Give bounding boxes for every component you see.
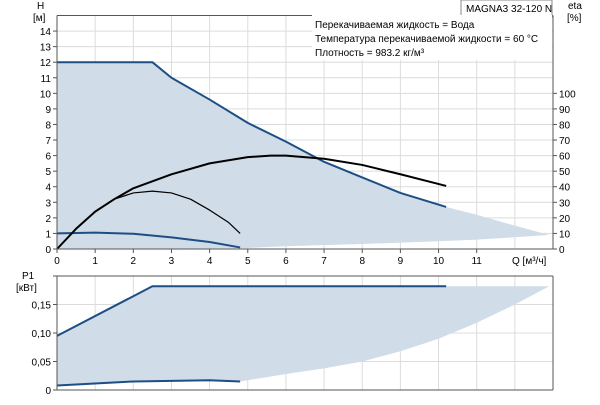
power-curve xyxy=(56,285,447,337)
y-tick-label: 10 xyxy=(40,89,52,100)
eta-tick-label: 80 xyxy=(559,120,571,131)
x-tick-label: 0 xyxy=(54,256,60,267)
x-tick-label: 3 xyxy=(169,256,175,267)
y-tick-label: 13 xyxy=(40,43,52,54)
x-tick-label: 10 xyxy=(433,256,445,267)
h-axis-label: H xyxy=(37,1,44,12)
y-tick-label: 3 xyxy=(45,198,51,209)
eta-tick-label: 60 xyxy=(559,152,571,163)
x-tick-label: 7 xyxy=(321,256,327,267)
top-series xyxy=(56,61,447,250)
info-fluid: Перекачиваемая жидкость = Вода xyxy=(315,20,475,31)
eta-tick-label: 20 xyxy=(559,214,571,225)
bottom-series xyxy=(56,285,447,387)
y-tick-label: 7 xyxy=(45,136,51,147)
eta-tick-label: 40 xyxy=(559,183,571,194)
legend-box-label: MAGNA3 32-120 N xyxy=(466,4,552,15)
eta-tick-label: 90 xyxy=(559,105,571,116)
info-density: Плотность = 983.2 кг/м³ xyxy=(315,48,425,59)
eta-tick-label: 10 xyxy=(559,229,571,240)
eta-tick-label: 70 xyxy=(559,136,571,147)
eta-curve xyxy=(56,154,447,250)
y-tick-label: 0 xyxy=(45,245,51,256)
x-tick-label: 1 xyxy=(92,256,98,267)
bottom-axes: 0 0,05 0,10 0,15 xyxy=(32,275,554,397)
q-axis-label: Q [м³/ч] xyxy=(512,256,547,267)
eta-tick-label: 100 xyxy=(559,89,576,100)
x-tick-label: 2 xyxy=(131,256,137,267)
y-tick-label: 6 xyxy=(45,152,51,163)
info-background xyxy=(312,15,552,60)
x-tick-label: 4 xyxy=(207,256,213,267)
p1-axis-unit: [кВт] xyxy=(16,283,37,294)
y-tick-label: 14 xyxy=(40,27,52,38)
head-curve xyxy=(57,61,447,208)
eta-tick-label: 50 xyxy=(559,167,571,178)
h-axis-unit: [м] xyxy=(33,13,46,24)
head-curve xyxy=(56,231,241,249)
y-tick-label: 0,05 xyxy=(32,358,52,369)
x-tick-label: 8 xyxy=(359,256,365,267)
p1-axis-label: P1 xyxy=(22,271,35,282)
y-tick-label: 5 xyxy=(45,167,51,178)
eta-curve xyxy=(114,190,241,234)
top-operating-area xyxy=(57,62,550,250)
y-tick-label: 12 xyxy=(40,58,52,69)
x-tick-label: 11 xyxy=(471,256,482,267)
y-tick-label: 11 xyxy=(41,74,52,85)
operating-area xyxy=(57,62,550,250)
y-tick-label: 0,10 xyxy=(32,329,52,340)
eta-tick-label: 30 xyxy=(559,198,571,209)
operating-area xyxy=(57,286,550,386)
power-curve xyxy=(56,379,241,387)
y-tick-label: 2 xyxy=(45,214,51,225)
bottom-operating-area xyxy=(57,286,550,386)
y-tick-label: 1 xyxy=(45,229,51,240)
y-tick-label: 0,15 xyxy=(32,301,52,312)
x-tick-label: 5 xyxy=(245,256,251,267)
eta-axis-unit: [%] xyxy=(567,13,582,24)
y-tick-label: 4 xyxy=(45,183,51,194)
y-tick-label: 8 xyxy=(45,120,51,131)
x-tick-label: 9 xyxy=(398,256,404,267)
info-temperature: Температура перекачиваемой жидкости = 60… xyxy=(315,34,538,45)
y-tick-label: 9 xyxy=(45,105,51,116)
eta-tick-label: 0 xyxy=(559,245,565,256)
x-tick-label: 6 xyxy=(283,256,289,267)
y-tick-label: 0 xyxy=(45,386,51,397)
eta-axis-label: eta xyxy=(568,1,582,12)
